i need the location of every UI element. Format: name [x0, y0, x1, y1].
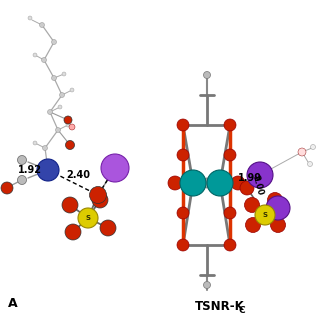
- Circle shape: [177, 239, 189, 251]
- Circle shape: [42, 58, 46, 62]
- Circle shape: [224, 119, 236, 131]
- Circle shape: [270, 218, 285, 233]
- Circle shape: [255, 205, 275, 225]
- Circle shape: [224, 239, 236, 251]
- Circle shape: [90, 187, 107, 204]
- Circle shape: [64, 116, 72, 124]
- Circle shape: [52, 76, 57, 81]
- Circle shape: [70, 88, 74, 92]
- Text: 2.40: 2.40: [66, 170, 90, 180]
- Text: S: S: [262, 212, 268, 218]
- Circle shape: [33, 53, 37, 57]
- Circle shape: [224, 149, 236, 161]
- Circle shape: [78, 208, 98, 228]
- Circle shape: [92, 192, 108, 208]
- Circle shape: [231, 176, 245, 190]
- Circle shape: [55, 127, 60, 132]
- Circle shape: [18, 175, 27, 185]
- Circle shape: [268, 193, 283, 207]
- Text: 1.99: 1.99: [238, 173, 262, 183]
- Circle shape: [43, 146, 47, 150]
- Circle shape: [37, 159, 59, 181]
- Circle shape: [224, 207, 236, 219]
- Circle shape: [266, 196, 290, 220]
- Circle shape: [66, 123, 70, 127]
- Circle shape: [60, 92, 65, 98]
- Circle shape: [177, 207, 189, 219]
- Circle shape: [28, 16, 32, 20]
- Text: 2.00: 2.00: [250, 174, 264, 196]
- Circle shape: [202, 178, 212, 188]
- Circle shape: [180, 170, 206, 196]
- Circle shape: [62, 72, 66, 76]
- Circle shape: [101, 154, 129, 182]
- Circle shape: [177, 149, 189, 161]
- Circle shape: [207, 170, 233, 196]
- Circle shape: [247, 162, 273, 188]
- Circle shape: [177, 119, 189, 131]
- Circle shape: [47, 109, 52, 115]
- Circle shape: [62, 197, 78, 213]
- Circle shape: [168, 176, 182, 190]
- Circle shape: [244, 197, 260, 212]
- Circle shape: [100, 220, 116, 236]
- Circle shape: [298, 148, 306, 156]
- Text: S: S: [85, 215, 91, 221]
- Text: 1.92: 1.92: [18, 165, 42, 175]
- Circle shape: [240, 181, 254, 195]
- Text: TSNR-K: TSNR-K: [195, 300, 245, 313]
- Circle shape: [65, 224, 81, 240]
- Circle shape: [52, 39, 57, 44]
- Text: A: A: [8, 297, 18, 310]
- Circle shape: [204, 71, 211, 78]
- Circle shape: [58, 105, 62, 109]
- Circle shape: [245, 218, 260, 233]
- Text: C: C: [238, 306, 244, 315]
- Circle shape: [66, 140, 75, 149]
- Circle shape: [39, 22, 44, 28]
- Circle shape: [18, 156, 27, 164]
- Circle shape: [308, 162, 313, 166]
- Circle shape: [204, 282, 211, 289]
- Circle shape: [33, 141, 37, 145]
- Circle shape: [69, 124, 75, 130]
- Circle shape: [1, 182, 13, 194]
- Circle shape: [310, 145, 316, 149]
